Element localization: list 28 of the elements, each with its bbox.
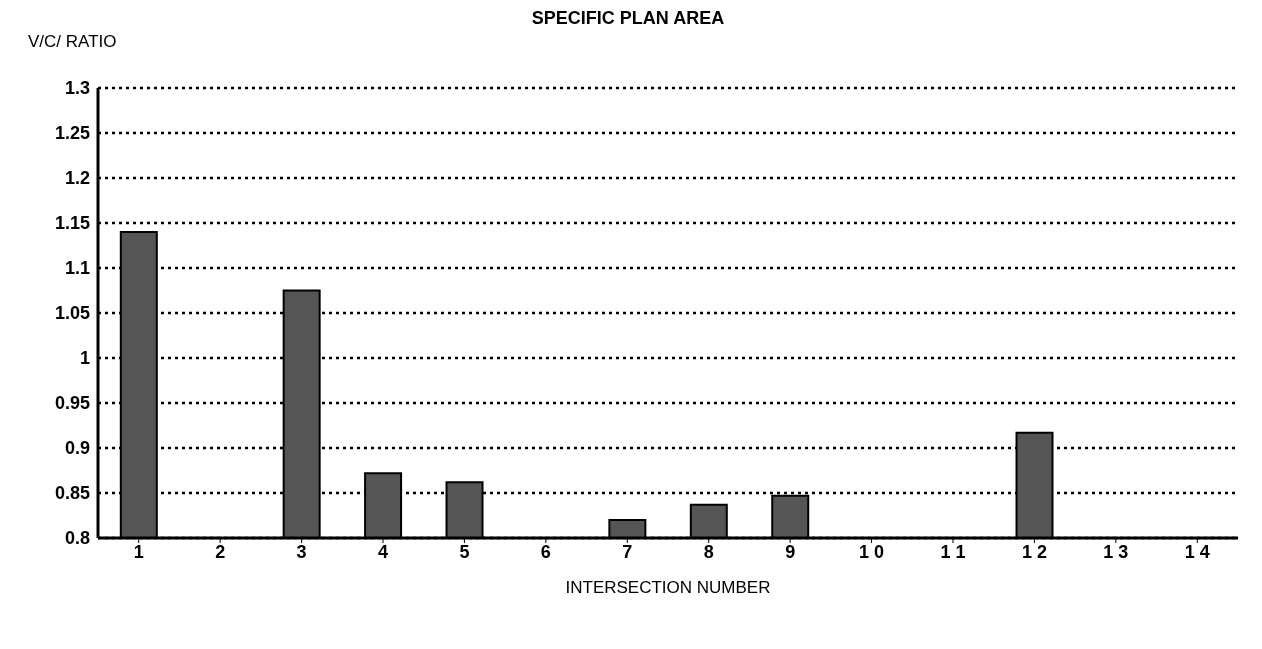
y-axis-title: V/C/ RATIO: [28, 32, 117, 52]
x-tick-label: 1 1: [940, 541, 966, 562]
x-tick-label: 1: [133, 541, 144, 562]
x-tick-label: 4: [377, 541, 389, 562]
y-tick-label: 1: [79, 348, 90, 369]
y-tick-label: 0.8: [64, 528, 90, 549]
chart-title: SPECIFIC PLAN AREA: [530, 8, 726, 29]
y-tick-label: 1.3: [64, 78, 90, 99]
y-tick-label: 1.2: [64, 168, 90, 189]
x-tick-label: 7: [622, 541, 633, 562]
y-tick-label: 1.1: [64, 258, 90, 279]
y-tick-label: 0.95: [54, 393, 90, 414]
x-tick-label: 1 4: [1184, 541, 1210, 562]
x-tick-label: 1 3: [1103, 541, 1129, 562]
x-tick-label: 2: [215, 541, 226, 562]
y-tick-label: 1.15: [54, 213, 90, 234]
x-tick-label: 8: [703, 541, 714, 562]
x-tick-label: 6: [540, 541, 551, 562]
x-tick-label: 9: [785, 541, 796, 562]
y-tick-label: 1.05: [54, 303, 90, 324]
x-tick-label: 3: [296, 541, 307, 562]
x-axis-title: INTERSECTION NUMBER: [565, 578, 771, 597]
y-tick-label: 0.85: [54, 483, 90, 504]
y-tick-label: 0.9: [64, 438, 90, 459]
x-tick-label: 1 2: [1021, 541, 1047, 562]
x-tick-label: 5: [459, 541, 470, 562]
y-tick-label: 1.25: [54, 123, 90, 144]
x-tick-label: 1 0: [859, 541, 885, 562]
